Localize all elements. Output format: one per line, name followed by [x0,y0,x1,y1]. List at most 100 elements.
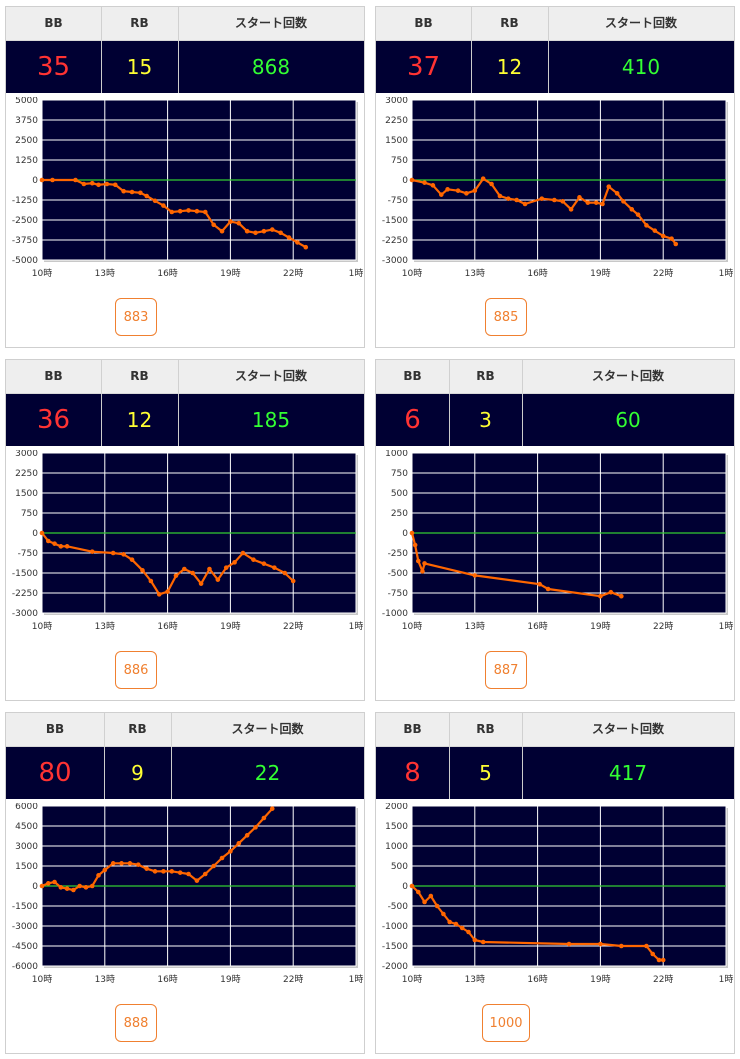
data-point [52,879,57,885]
column-divider [522,360,523,393]
data-point [412,542,418,548]
data-point [71,887,76,893]
column-divider [178,7,179,40]
stats-value-row: 8 5 417 [376,747,734,799]
x-tick-label: 13時 [95,974,115,985]
x-tick-label: 10時 [402,974,422,985]
balance-line-chart: 2000 1500 1000 500 0 -500 -1000 -1500 -2000 10時 13… [382,803,734,985]
start-count-header: スタート回数 [591,369,664,383]
y-tick-label: -1500 [382,942,408,952]
y-tick-label: -500 [388,902,409,912]
rb-header: RB [130,369,149,383]
data-point [169,869,175,874]
balance-line-chart: 5000 3750 2500 1250 0 -1250 -2500 -3750 -5000 10時… [12,97,364,279]
data-point [121,188,126,194]
data-point [415,558,421,564]
stats-header-row: BB RB スタート回数 [376,7,734,41]
data-point [58,544,64,549]
x-tick-label: 19時 [220,268,240,279]
data-point [669,236,674,241]
data-point [129,189,135,195]
start-count: 60 [615,408,641,432]
data-point [144,866,149,871]
y-tick-label: 3000 [15,450,38,459]
data-point [83,885,89,890]
x-tick-label: 19時 [220,621,240,632]
bb-count: 35 [36,52,71,82]
y-tick-label: -6000 [12,962,38,972]
data-point [89,180,95,186]
x-tick-label: 10時 [402,621,422,632]
start-count-header: スタート回数 [231,722,304,736]
data-point [45,881,51,886]
data-point [135,862,141,867]
data-point [112,182,118,188]
column-divider [449,747,450,799]
stats-header-row: BB RB スタート回数 [376,360,734,394]
x-tick-label: 16時 [157,974,177,985]
start-count: 22 [254,761,281,785]
y-tick-label: -750 [388,196,409,206]
x-tick-label: 10時 [32,268,52,279]
machine-number-button[interactable]: 886 [115,651,157,689]
y-tick-label: 750 [391,156,408,166]
data-point [568,207,574,212]
data-point [244,833,250,838]
bb-header: BB [403,722,422,736]
data-point [466,929,471,935]
y-tick-label: -3000 [12,922,38,932]
data-point [194,208,200,214]
data-point [464,191,469,196]
bb-count: 8 [404,758,421,788]
column-divider [548,7,549,40]
bb-header: BB [414,16,433,30]
data-point [295,240,300,245]
start-count: 410 [621,55,661,79]
start-count: 868 [251,55,291,79]
column-divider [471,7,472,40]
stats-value-row: 36 12 185 [6,394,364,446]
start-count-header: スタート回数 [234,16,307,30]
data-point [232,560,237,565]
x-tick-label: 22時 [653,974,673,985]
machine-number-button[interactable]: 888 [115,1004,157,1042]
y-tick-label: -1500 [12,569,38,579]
column-divider [101,360,102,393]
data-point [110,550,116,556]
x-tick-label: 19時 [220,974,240,985]
machine-number-button[interactable]: 1000 [482,1004,530,1042]
machine-number-button[interactable]: 885 [485,298,527,336]
data-point [600,201,605,207]
data-point [219,228,225,234]
data-point [81,181,87,187]
y-tick-label: -1250 [12,196,38,206]
x-tick-label: 22時 [653,268,673,279]
x-tick-label: 22時 [283,974,303,985]
data-point [110,861,116,866]
data-point [261,228,267,234]
data-point [650,951,656,957]
y-tick-label: 1500 [385,822,408,832]
data-point [186,871,191,877]
data-point [89,549,95,554]
y-tick-label: 750 [391,469,408,479]
y-tick-label: 0 [32,882,38,892]
column-divider [178,394,179,446]
chart-card: BB RB スタート回数 37 12 410 3000 2250 1500 750 0 -750 -15… [375,6,735,348]
machine-number-button[interactable]: 887 [485,651,527,689]
column-divider [104,747,105,799]
data-point [177,208,183,214]
data-point [215,577,221,582]
y-tick-label: -1000 [382,609,408,619]
start-count-header: スタート回数 [234,369,307,383]
stats-header-row: BB RB スタート回数 [6,7,364,41]
y-tick-label: 1000 [385,450,408,459]
column-divider [178,360,179,393]
data-point [629,207,635,212]
rb-count: 15 [126,55,153,79]
machine-number-button[interactable]: 883 [115,298,157,336]
data-point [186,208,191,213]
data-point [505,196,511,201]
column-divider [449,713,450,746]
column-divider [471,41,472,93]
